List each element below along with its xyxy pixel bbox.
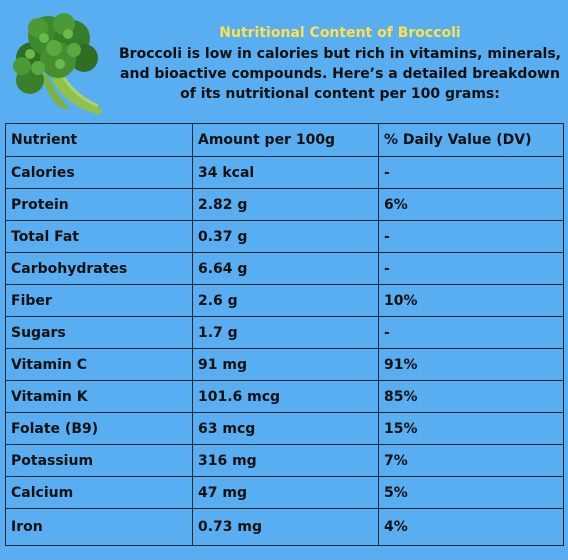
nutrient-cell: Total Fat [5, 220, 193, 253]
header-nutrient: Nutrient [5, 123, 193, 157]
table-row: Calcium 47 mg 5% [5, 476, 564, 509]
nutrient-cell: Potassium [5, 444, 193, 477]
table-row: Fiber 2.6 g 10% [5, 284, 564, 317]
nutrient-cell: Carbohydrates [5, 252, 193, 285]
nutrient-cell: Sugars [5, 316, 193, 349]
broccoli-icon [13, 13, 103, 115]
amount-cell: 2.6 g [192, 284, 379, 317]
daily-value-cell: - [378, 156, 564, 189]
intro-text: Broccoli is low in calories but rich in … [119, 46, 561, 102]
amount-cell: 1.7 g [192, 316, 379, 349]
daily-value-cell: 5% [378, 476, 564, 509]
daily-value-cell: 85% [378, 380, 564, 413]
amount-cell: 0.73 mg [192, 508, 379, 546]
header: Nutritional Content of Broccoli Broccoli… [0, 0, 568, 118]
amount-cell: 0.37 g [192, 220, 379, 253]
amount-cell: 34 kcal [192, 156, 379, 189]
table-row: Sugars 1.7 g - [5, 316, 564, 349]
nutrient-cell: Fiber [5, 284, 193, 317]
daily-value-cell: 91% [378, 348, 564, 381]
amount-cell: 316 mg [192, 444, 379, 477]
table-header-row: Nutrient Amount per 100g % Daily Value (… [5, 123, 564, 157]
header-amount: Amount per 100g [192, 123, 379, 157]
table-row: Folate (B9) 63 mcg 15% [5, 412, 564, 445]
daily-value-cell: 10% [378, 284, 564, 317]
amount-cell: 2.82 g [192, 188, 379, 221]
nutrient-cell: Calcium [5, 476, 193, 509]
table-row: Vitamin C 91 mg 91% [5, 348, 564, 381]
amount-cell: 63 mcg [192, 412, 379, 445]
daily-value-cell: - [378, 316, 564, 349]
nutrient-cell: Vitamin K [5, 380, 193, 413]
table-row: Iron 0.73 mg 4% [5, 508, 564, 546]
nutrient-cell: Vitamin C [5, 348, 193, 381]
table-row: Total Fat 0.37 g - [5, 220, 564, 253]
table-row: Calories 34 kcal - [5, 156, 564, 189]
amount-cell: 91 mg [192, 348, 379, 381]
daily-value-cell: 4% [378, 508, 564, 546]
nutrition-table: Nutrient Amount per 100g % Daily Value (… [5, 123, 564, 546]
nutrient-cell: Protein [5, 188, 193, 221]
daily-value-cell: 7% [378, 444, 564, 477]
nutrient-cell: Iron [5, 508, 193, 546]
daily-value-cell: 15% [378, 412, 564, 445]
header-daily-value: % Daily Value (DV) [378, 123, 564, 157]
amount-cell: 47 mg [192, 476, 379, 509]
daily-value-cell: - [378, 252, 564, 285]
page-title: Nutritional Content of Broccoli [219, 25, 461, 41]
table-row: Protein 2.82 g 6% [5, 188, 564, 221]
daily-value-cell: - [378, 220, 564, 253]
nutrient-cell: Folate (B9) [5, 412, 193, 445]
amount-cell: 101.6 mcg [192, 380, 379, 413]
daily-value-cell: 6% [378, 188, 564, 221]
amount-cell: 6.64 g [192, 252, 379, 285]
table-row: Vitamin K 101.6 mcg 85% [5, 380, 564, 413]
nutrient-cell: Calories [5, 156, 193, 189]
table-row: Carbohydrates 6.64 g - [5, 252, 564, 285]
table-row: Potassium 316 mg 7% [5, 444, 564, 477]
